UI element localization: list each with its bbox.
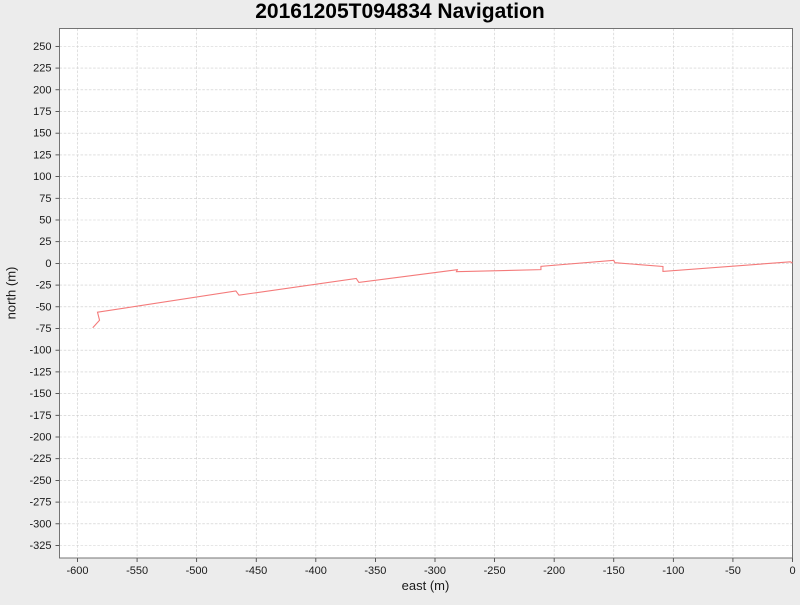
svg-text:-600: -600 [66, 565, 88, 577]
svg-text:100: 100 [33, 171, 51, 183]
svg-text:0: 0 [789, 565, 795, 577]
svg-text:-300: -300 [29, 518, 51, 530]
svg-text:0: 0 [45, 258, 51, 270]
svg-text:-200: -200 [543, 565, 565, 577]
svg-text:150: 150 [33, 128, 51, 140]
svg-text:-300: -300 [424, 565, 446, 577]
svg-text:-250: -250 [484, 565, 506, 577]
svg-text:-500: -500 [186, 565, 208, 577]
svg-text:-100: -100 [29, 345, 51, 357]
svg-text:175: 175 [33, 106, 51, 118]
svg-text:250: 250 [33, 41, 51, 53]
svg-text:50: 50 [39, 214, 51, 226]
svg-text:75: 75 [39, 193, 51, 205]
svg-text:-450: -450 [245, 565, 267, 577]
svg-text:25: 25 [39, 236, 51, 248]
svg-text:-150: -150 [603, 565, 625, 577]
svg-text:-250: -250 [29, 475, 51, 487]
svg-text:-275: -275 [29, 497, 51, 509]
svg-text:-325: -325 [29, 540, 51, 552]
svg-text:-50: -50 [725, 565, 741, 577]
svg-text:-75: -75 [36, 323, 52, 335]
svg-text:-350: -350 [364, 565, 386, 577]
svg-text:-225: -225 [29, 453, 51, 465]
svg-text:-550: -550 [126, 565, 148, 577]
svg-text:-100: -100 [662, 565, 684, 577]
svg-text:-175: -175 [29, 410, 51, 422]
svg-text:-200: -200 [29, 432, 51, 444]
svg-text:200: 200 [33, 84, 51, 96]
svg-text:-25: -25 [36, 280, 52, 292]
svg-text:125: 125 [33, 149, 51, 161]
svg-text:-400: -400 [305, 565, 327, 577]
svg-text:225: 225 [33, 63, 51, 75]
svg-text:-150: -150 [29, 388, 51, 400]
svg-text:-125: -125 [29, 366, 51, 378]
svg-text:-50: -50 [36, 301, 52, 313]
